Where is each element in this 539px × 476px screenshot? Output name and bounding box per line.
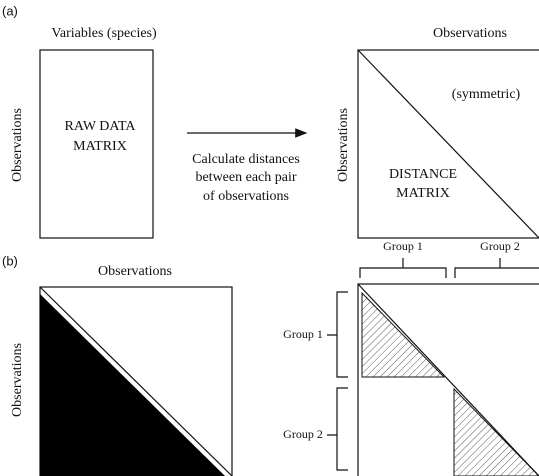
filled-triangle bbox=[40, 294, 225, 476]
bracket bbox=[327, 291, 348, 378]
column-label: Observations bbox=[433, 26, 507, 41]
arrow-caption: Calculate distances bbox=[192, 152, 300, 167]
hatched-triangle bbox=[453, 387, 539, 476]
matrix-text: DISTANCE bbox=[389, 167, 457, 182]
row-label: Observations bbox=[336, 108, 351, 182]
diagonal bbox=[357, 49, 539, 239]
panel-label: (a) bbox=[2, 3, 18, 18]
matrix-text: MATRIX bbox=[73, 139, 127, 154]
column-label: Variables (species) bbox=[51, 26, 157, 41]
row-label: Observations bbox=[10, 108, 25, 182]
bracket bbox=[454, 258, 539, 278]
right-matrix bbox=[357, 283, 539, 476]
group-label: Group 2 bbox=[283, 427, 323, 441]
arrow-caption: of observations bbox=[203, 189, 289, 204]
group-label: Group 1 bbox=[383, 239, 423, 253]
bracket bbox=[359, 258, 447, 278]
column-label: Observations bbox=[98, 264, 172, 279]
panel-label: (b) bbox=[2, 253, 18, 268]
distance-matrix bbox=[357, 49, 539, 239]
matrix-text: MATRIX bbox=[396, 186, 450, 201]
arrow-caption: between each pair bbox=[195, 170, 296, 185]
row-label: Observations bbox=[10, 343, 25, 417]
group-label: Group 2 bbox=[480, 239, 520, 253]
hatched-triangle bbox=[361, 291, 446, 378]
group-label: Group 1 bbox=[283, 327, 323, 341]
matrix-note: (symmetric) bbox=[452, 87, 521, 102]
diagonal bbox=[357, 283, 539, 476]
raw-matrix bbox=[39, 49, 154, 239]
matrix-text: RAW DATA bbox=[65, 119, 137, 134]
diagonal bbox=[39, 286, 233, 476]
bracket bbox=[327, 387, 348, 471]
